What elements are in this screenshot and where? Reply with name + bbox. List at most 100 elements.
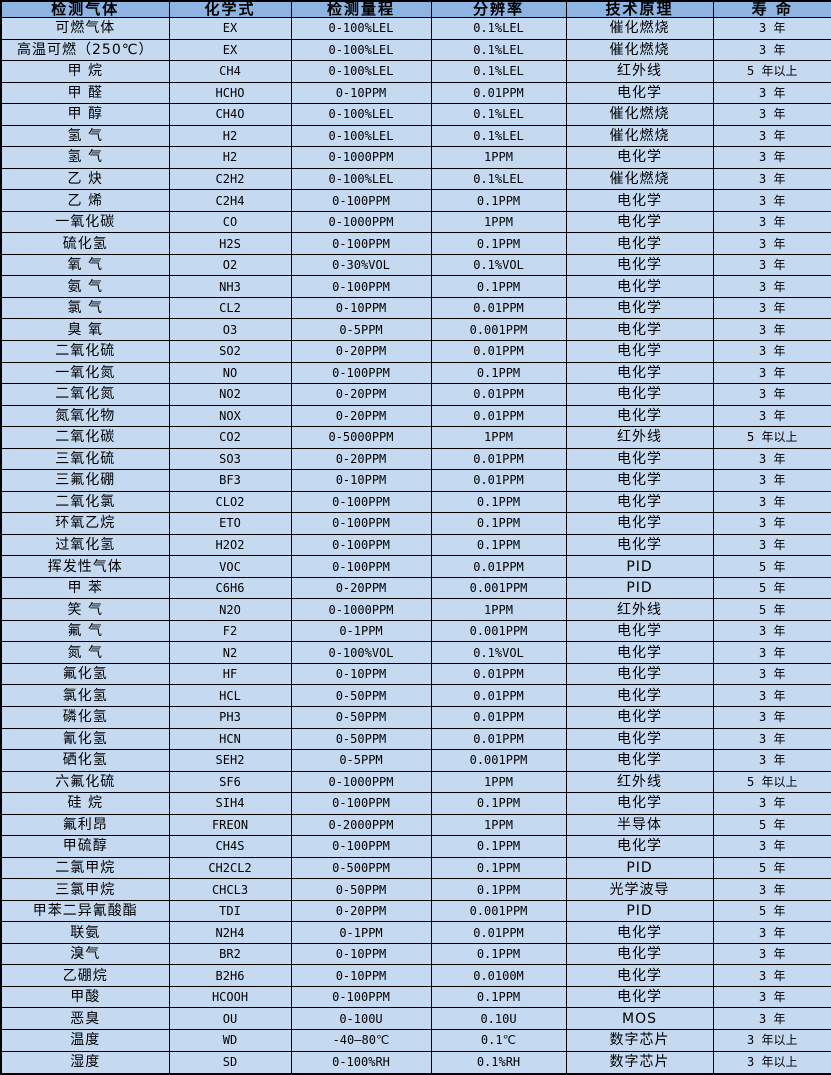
table-row: 氯化氢 HCL 0-50PPM 0.01PPM 电化学 3 年 xyxy=(0,684,831,707)
table-cell: -40—80℃ xyxy=(290,1028,432,1052)
table-cell: 0-1000PPM xyxy=(290,598,432,621)
table-cell: 0.1PPM xyxy=(430,512,567,535)
table-row: 氮氧化物 NOX 0-20PPM 0.01PPM 电化学 3 年 xyxy=(0,404,831,428)
table-cell: 氟利昂 xyxy=(0,813,170,837)
table-row: 一氧化氮 NO 0-100PPM 0.1PPM 电化学 3 年 xyxy=(0,361,831,385)
table-cell: 电化学 xyxy=(565,942,714,966)
table-cell: H2O2 xyxy=(168,533,292,557)
header-cell-col2: 检测量程 xyxy=(290,0,432,18)
table-cell: 电化学 xyxy=(565,512,714,535)
table-row: 挥发性气体 VOC 0-100PPM 0.01PPM PID 5 年 xyxy=(0,555,831,578)
table-cell: 光学波导 xyxy=(565,878,714,901)
table-cell: 氮 气 xyxy=(0,641,170,664)
table-cell: 0-1000PPM xyxy=(290,770,432,794)
table-cell: 二氧化氮 xyxy=(0,383,170,406)
table-cell: SIH4 xyxy=(168,792,292,815)
table-cell: 3 年 xyxy=(712,1007,831,1030)
table-cell: 0.1PPM xyxy=(430,533,567,557)
table-cell: 0-1PPM xyxy=(290,921,432,944)
table-cell: PID xyxy=(565,576,714,600)
table-cell: 电化学 xyxy=(565,684,714,707)
table-cell: 0-5PPM xyxy=(290,749,432,772)
table-row: 氧 气 O2 0-30%VOL 0.1%VOL 电化学 3 年 xyxy=(0,253,831,277)
table-row: 温度 WD -40—80℃ 0.1℃ 数字芯片 3 年以上 xyxy=(0,1028,831,1052)
table-cell: 硫化氢 xyxy=(0,232,170,255)
table-cell: 0-100%LEL xyxy=(290,17,432,40)
table-cell: ETO xyxy=(168,512,292,535)
table-cell: 0-20PPM xyxy=(290,339,432,363)
header-cell-col5: 寿 命 xyxy=(712,0,831,18)
header-cell-col4: 技术原理 xyxy=(565,0,714,18)
table-cell: 红外线 xyxy=(565,426,714,449)
table-cell: B2H6 xyxy=(168,964,292,987)
table-row: 乙硼烷 B2H6 0-10PPM 0.0100M 电化学 3 年 xyxy=(0,964,831,987)
table-cell: 二氯甲烷 xyxy=(0,856,170,880)
table-cell: 电化学 xyxy=(565,253,714,277)
table-cell: CH4 xyxy=(168,60,292,83)
table-cell: 3 年 xyxy=(712,512,831,535)
table-row: 联氨 N2H4 0-1PPM 0.01PPM 电化学 3 年 xyxy=(0,921,831,944)
table-row: 甲苯二异氰酸酯 TDI 0-20PPM 0.001PPM PID 5 年 xyxy=(0,899,831,923)
table-cell: 电化学 xyxy=(565,619,714,643)
table-cell: 3 年 xyxy=(712,684,831,707)
table-cell: 恶臭 xyxy=(0,1007,170,1030)
table-cell: 电化学 xyxy=(565,189,714,212)
table-cell: 5 年以上 xyxy=(712,60,831,83)
table-cell: 0.1PPM xyxy=(430,490,567,514)
table-cell: 3 年 xyxy=(712,339,831,363)
table-row: 甲 醇 CH4O 0-100%LEL 0.1%LEL 催化燃烧 3 年 xyxy=(0,103,831,126)
table-cell: 3 年 xyxy=(712,103,831,126)
table-cell: CO xyxy=(168,210,292,234)
table-cell: 一氧化碳 xyxy=(0,210,170,234)
table-cell: N2 xyxy=(168,641,292,664)
table-cell: 0.001PPM xyxy=(430,899,567,923)
table-cell: 电化学 xyxy=(565,210,714,234)
table-cell: NO2 xyxy=(168,383,292,406)
table-cell: 3 年 xyxy=(712,469,831,492)
table-cell: 0-100PPM xyxy=(290,275,432,298)
table-cell: 0-100PPM xyxy=(290,490,432,514)
table-cell: 三氟化硼 xyxy=(0,469,170,492)
table-cell: 0-5PPM xyxy=(290,318,432,341)
table-cell: CH4O xyxy=(168,103,292,126)
table-cell: 5 年 xyxy=(712,555,831,578)
table-cell: 数字芯片 xyxy=(565,1050,714,1075)
table-cell: 0.1%LEL xyxy=(430,60,567,83)
table-cell: 可燃气体 xyxy=(0,17,170,40)
table-cell: NO xyxy=(168,361,292,385)
table-cell: 氨 气 xyxy=(0,275,170,298)
table-cell: 0-20PPM xyxy=(290,447,432,471)
table-cell: 1PPM xyxy=(430,146,567,169)
table-cell: 臭 氧 xyxy=(0,318,170,341)
table-cell: HCN xyxy=(168,727,292,751)
table-cell: 挥发性气体 xyxy=(0,555,170,578)
table-cell: 0-30%VOL xyxy=(290,253,432,277)
table-cell: 0-100PPM xyxy=(290,189,432,212)
table-row: 可燃气体 EX 0-100%LEL 0.1%LEL 催化燃烧 3 年 xyxy=(0,17,831,40)
table-cell: 电化学 xyxy=(565,447,714,471)
table-cell: 3 年 xyxy=(712,124,831,148)
table-cell: 0-20PPM xyxy=(290,899,432,923)
table-cell: 氰化氢 xyxy=(0,727,170,751)
table-cell: VOC xyxy=(168,555,292,578)
table-cell: 0.1PPM xyxy=(430,189,567,212)
table-cell: 0-50PPM xyxy=(290,878,432,901)
table-row: 二氧化氯 CLO2 0-100PPM 0.1PPM 电化学 3 年 xyxy=(0,490,831,514)
table-cell: 0.001PPM xyxy=(430,619,567,643)
table-cell: 0-10PPM xyxy=(290,81,432,105)
table-cell: 0-20PPM xyxy=(290,383,432,406)
table-cell: EX xyxy=(168,17,292,40)
table-cell: 1PPM xyxy=(430,210,567,234)
table-cell: N2H4 xyxy=(168,921,292,944)
table-cell: 5 年 xyxy=(712,598,831,621)
table-cell: 0.01PPM xyxy=(430,296,567,320)
table-cell: 3 年 xyxy=(712,706,831,729)
table-cell: 3 年 xyxy=(712,490,831,514)
table-row: 二氯甲烷 CH2CL2 0-500PPM 0.1PPM PID 5 年 xyxy=(0,856,831,880)
table-header: 检测气体 化学式 检测量程 分辨率 技术原理寿 命 xyxy=(0,0,831,18)
table-cell: 3 年 xyxy=(712,942,831,966)
table-cell: SO3 xyxy=(168,447,292,471)
table-cell: 0-100PPM xyxy=(290,232,432,255)
table-cell: 电化学 xyxy=(565,146,714,169)
table-row: 笑 气 N2O 0-1000PPM 1PPM 红外线 5 年 xyxy=(0,598,831,621)
